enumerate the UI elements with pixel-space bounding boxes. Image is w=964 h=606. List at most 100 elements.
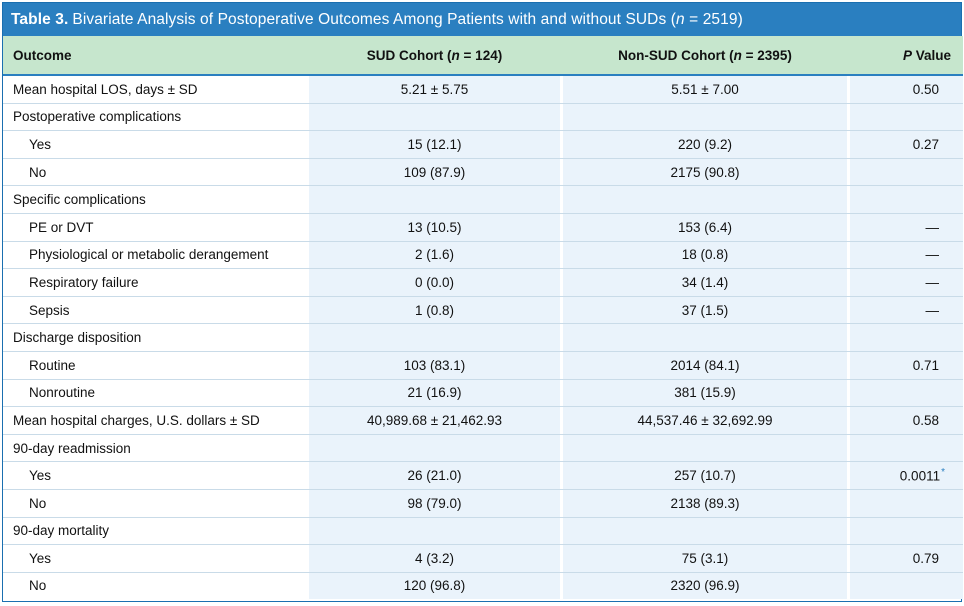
column-gap xyxy=(560,185,563,214)
p-value-text: 0.27 xyxy=(912,136,939,152)
nonsud-cohort-cell: 2320 (96.9) xyxy=(563,572,847,600)
p-value-text: — xyxy=(925,302,940,318)
nonsud-cohort-cell: 2175 (90.8) xyxy=(563,158,847,187)
p-value-text: — xyxy=(925,274,940,290)
column-gap xyxy=(847,572,850,600)
sud-cohort-cell: 1 (0.8) xyxy=(309,296,560,325)
column-gap xyxy=(847,461,850,490)
column-gap xyxy=(560,268,563,297)
sud-cohort-cell: 0 (0.0) xyxy=(309,268,560,297)
p-value-cell xyxy=(850,379,963,408)
p-value-cell: — xyxy=(850,296,963,325)
column-gap xyxy=(847,241,850,270)
column-gap xyxy=(560,489,563,518)
row-label: Respiratory failure xyxy=(3,268,309,297)
sud-cohort-cell xyxy=(309,323,560,352)
column-gap xyxy=(847,351,850,380)
p-value-cell: 0.79 xyxy=(850,544,963,573)
nonsud-cohort-cell xyxy=(563,434,847,463)
table-row: Sepsis 1 (0.8) 37 (1.5) — xyxy=(3,296,963,325)
p-value-text: 0.58 xyxy=(912,412,939,428)
p-value-cell xyxy=(850,323,963,352)
p-value-cell xyxy=(850,572,963,600)
table-row: Specific complications xyxy=(3,185,963,214)
nonsud-cohort-cell: 220 (9.2) xyxy=(563,130,847,159)
column-gap xyxy=(560,572,563,600)
column-gap xyxy=(847,268,850,297)
row-label: No xyxy=(3,489,309,518)
nonsud-cohort-cell: 257 (10.7) xyxy=(563,461,847,490)
table-row: Mean hospital LOS, days ± SD 5.21 ± 5.75 5… xyxy=(3,75,963,104)
nonsud-cohort-cell: 75 (3.1) xyxy=(563,544,847,573)
nonsud-cohort-cell: 2014 (84.1) xyxy=(563,351,847,380)
row-label: Nonroutine xyxy=(3,379,309,408)
row-label: PE or DVT xyxy=(3,213,309,242)
column-gap xyxy=(560,103,563,132)
nonsud-cohort-cell: 18 (0.8) xyxy=(563,241,847,270)
sud-cohort-cell: 120 (96.8) xyxy=(309,572,560,600)
sud-cohort-cell: 103 (83.1) xyxy=(309,351,560,380)
table-row: 90-day readmission xyxy=(3,434,963,463)
table-row: Yes 26 (21.0) 257 (10.7) 0.0011* xyxy=(3,461,963,490)
column-gap xyxy=(847,103,850,132)
p-value-cell: 0.71 xyxy=(850,351,963,380)
table-row: Yes 4 (3.2) 75 (3.1) 0.79 xyxy=(3,544,963,573)
p-value-cell: — xyxy=(850,241,963,270)
column-gap xyxy=(560,406,563,435)
sud-cohort-cell: 13 (10.5) xyxy=(309,213,560,242)
row-label: Mean hospital charges, U.S. dollars ± SD xyxy=(3,406,309,435)
sud-cohort-cell xyxy=(309,185,560,214)
table-row: No 120 (96.8) 2320 (96.9) xyxy=(3,572,963,600)
column-gap xyxy=(560,323,563,352)
p-value-cell xyxy=(850,103,963,132)
outcomes-table: Outcome SUD Cohort (n = 124) Non-SUD Coh… xyxy=(3,36,963,600)
p-value-cell: 0.27 xyxy=(850,130,963,159)
column-gap xyxy=(560,517,563,546)
row-label: No xyxy=(3,158,309,187)
nonsud-cohort-cell xyxy=(563,517,847,546)
column-gap xyxy=(847,517,850,546)
column-gap xyxy=(560,130,563,159)
column-gap xyxy=(560,379,563,408)
nonsud-cohort-cell: 44,537.46 ± 32,692.99 xyxy=(563,406,847,435)
table-row: Respiratory failure 0 (0.0) 34 (1.4) — xyxy=(3,268,963,297)
table-row: Nonroutine 21 (16.9) 381 (15.9) xyxy=(3,379,963,408)
column-gap xyxy=(847,434,850,463)
p-value-cell xyxy=(850,185,963,214)
column-gap xyxy=(847,489,850,518)
sud-cohort-cell: 40,989.68 ± 21,462.93 xyxy=(309,406,560,435)
table-body: Mean hospital LOS, days ± SD 5.21 ± 5.75 5… xyxy=(3,75,963,600)
column-gap xyxy=(560,296,563,325)
table-title-text: Bivariate Analysis of Postoperative Outc… xyxy=(72,10,743,28)
row-label: Routine xyxy=(3,351,309,380)
nonsud-cohort-cell xyxy=(563,103,847,132)
p-value-text: 0.79 xyxy=(912,550,939,566)
column-gap xyxy=(560,241,563,270)
row-label: 90-day readmission xyxy=(3,434,309,463)
row-label: Postoperative complications xyxy=(3,103,309,132)
p-value-cell xyxy=(850,489,963,518)
p-value-cell: 0.0011* xyxy=(850,461,963,490)
sud-cohort-cell: 98 (79.0) xyxy=(309,489,560,518)
nonsud-cohort-cell: 34 (1.4) xyxy=(563,268,847,297)
row-label: Specific complications xyxy=(3,185,309,214)
column-gap xyxy=(560,213,563,242)
table-row: Yes 15 (12.1) 220 (9.2) 0.27 xyxy=(3,130,963,159)
sud-cohort-cell: 109 (87.9) xyxy=(309,158,560,187)
sud-cohort-cell: 4 (3.2) xyxy=(309,544,560,573)
significance-marker: * xyxy=(941,467,945,479)
column-gap xyxy=(560,461,563,490)
p-value-cell xyxy=(850,517,963,546)
nonsud-cohort-cell xyxy=(563,323,847,352)
column-gap xyxy=(847,75,850,104)
p-value-text: — xyxy=(925,219,940,235)
sud-cohort-cell xyxy=(309,103,560,132)
nonsud-cohort-cell: 2138 (89.3) xyxy=(563,489,847,518)
row-label: 90-day mortality xyxy=(3,517,309,546)
row-label: No xyxy=(29,578,47,594)
column-gap xyxy=(847,213,850,242)
sud-cohort-cell: 15 (12.1) xyxy=(309,130,560,159)
column-gap xyxy=(847,130,850,159)
column-gap xyxy=(560,351,563,380)
table-row: Mean hospital charges, U.S. dollars ± SD… xyxy=(3,406,963,435)
